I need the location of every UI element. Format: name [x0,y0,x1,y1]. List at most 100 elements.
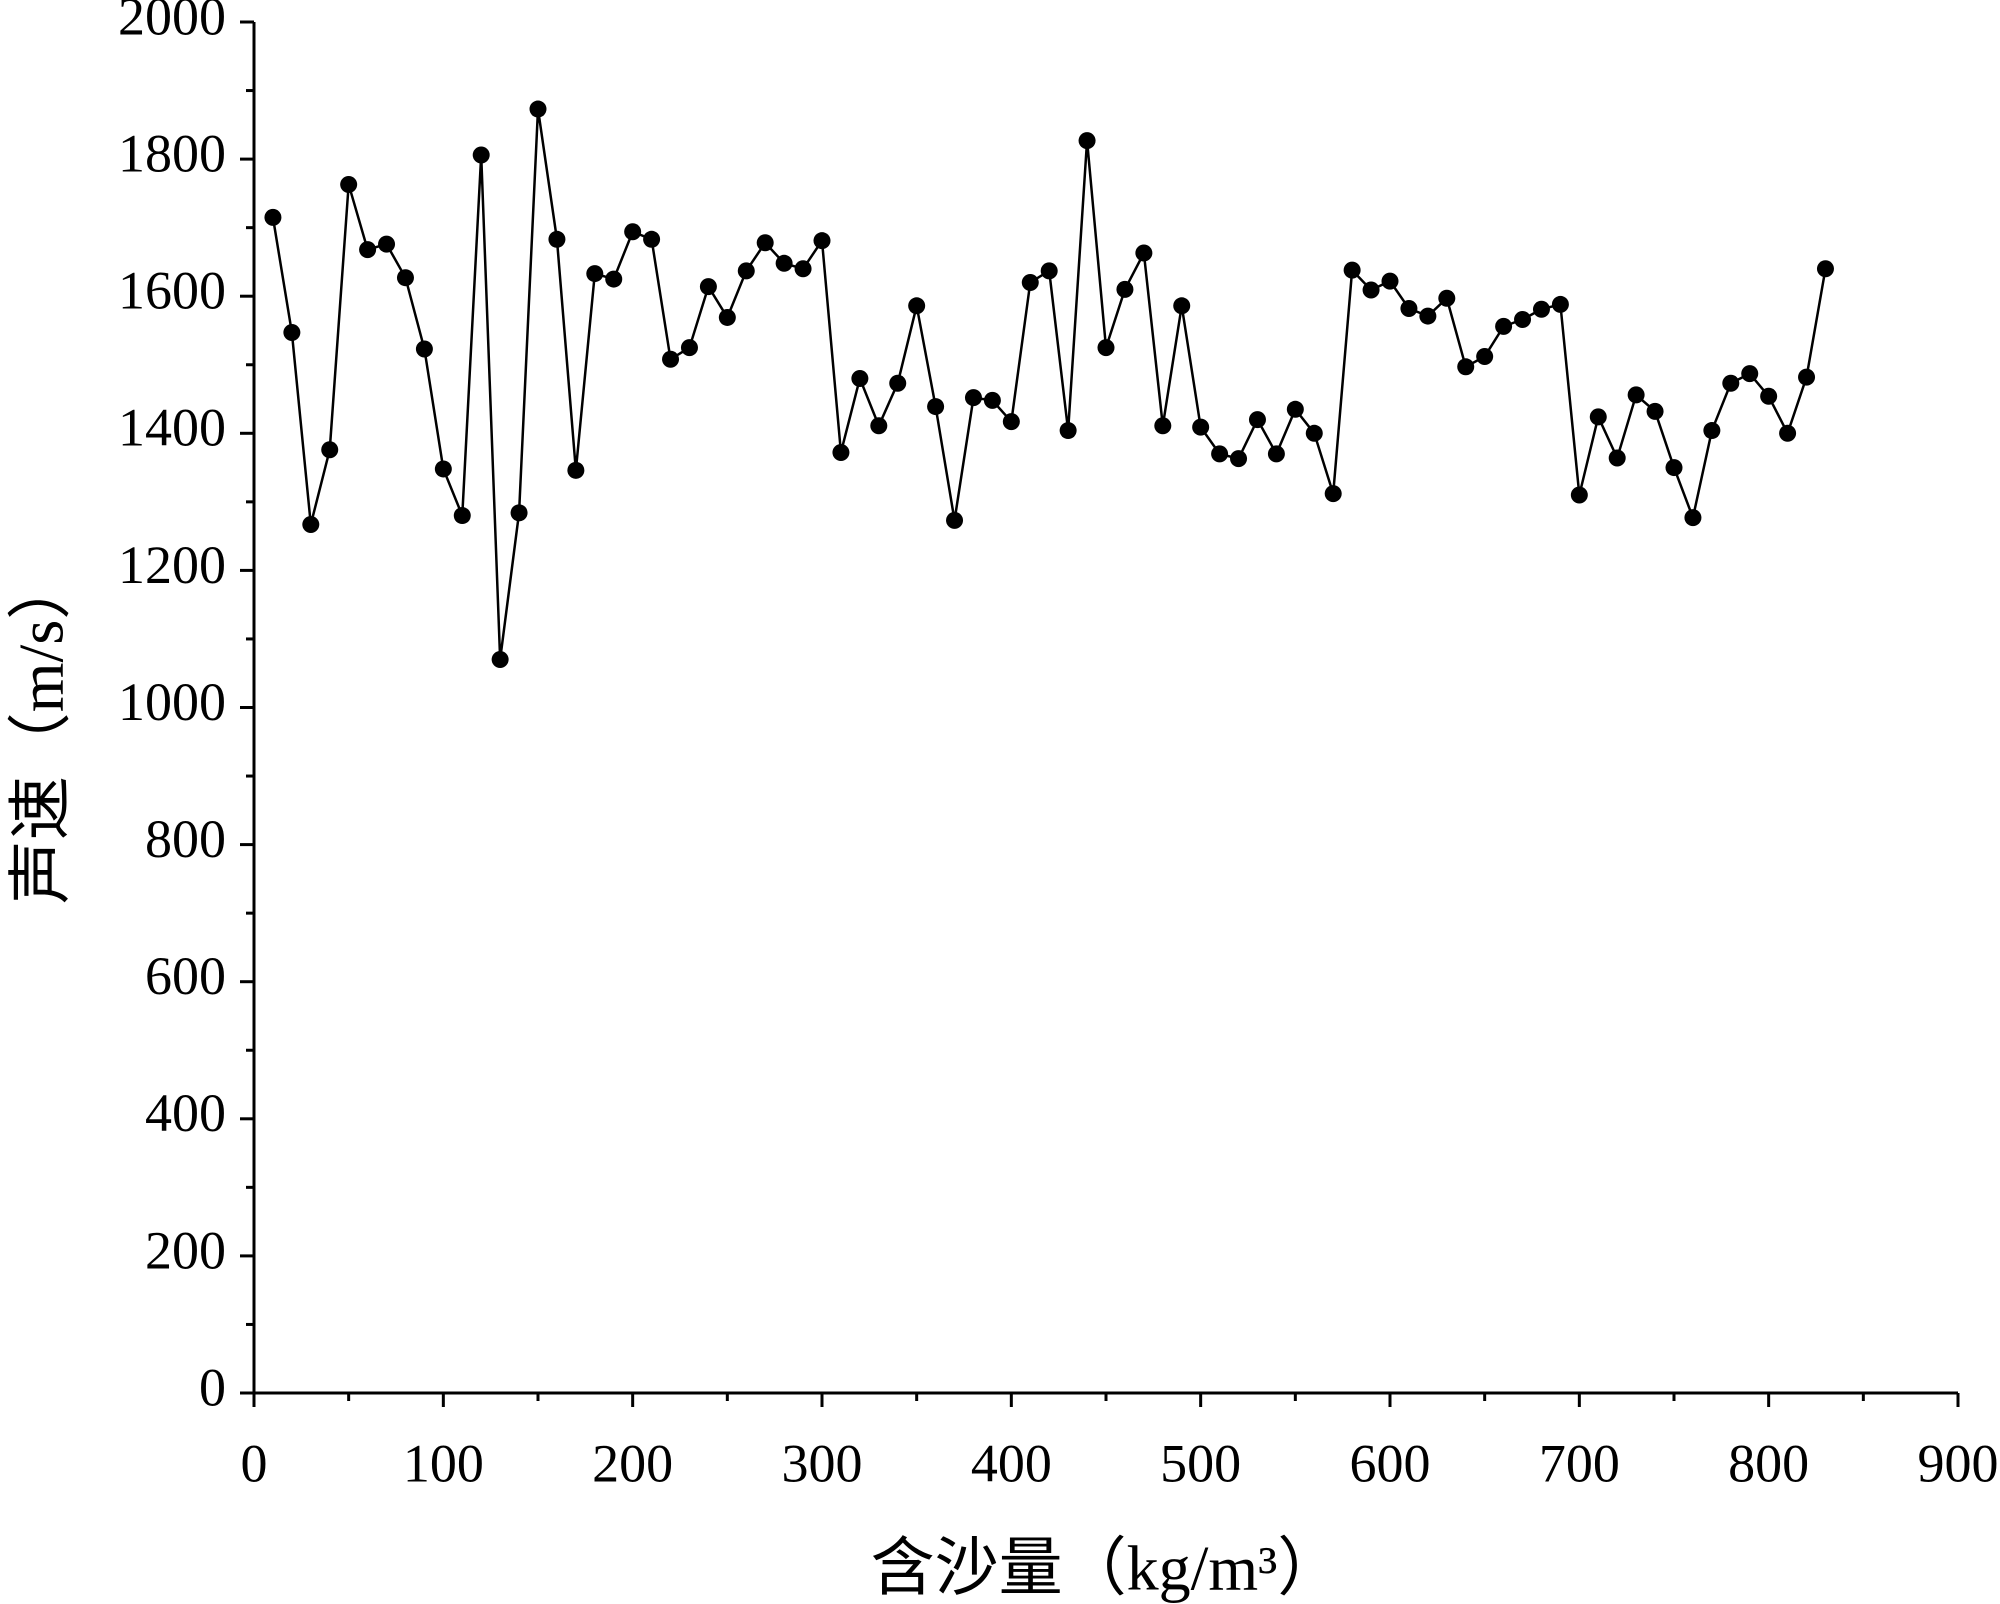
x-axis-label: 含沙量（kg/m³） [871,1533,1342,1604]
marker [1798,368,1816,386]
marker [1532,300,1550,318]
marker [775,254,793,272]
marker [1438,289,1456,307]
y-tick-label: 800 [145,809,226,869]
marker [1495,317,1513,335]
marker [699,278,717,296]
marker [813,232,831,250]
marker [1173,297,1191,315]
marker [548,230,566,248]
marker [1154,417,1172,435]
marker [302,515,320,533]
marker [321,441,339,459]
x-tick-label: 900 [1918,1433,1999,1493]
marker [1248,411,1266,429]
marker [1381,272,1399,290]
x-tick-label: 600 [1350,1433,1431,1493]
marker [1741,365,1759,383]
marker [1135,244,1153,262]
marker [1514,311,1532,329]
line [271,108,1827,660]
x-tick-label: 800 [1728,1433,1809,1493]
marker [964,389,982,407]
x-tick-label: 500 [1160,1433,1241,1493]
marker [283,324,301,342]
marker [567,461,585,479]
marker [396,269,414,287]
marker [889,374,907,392]
marker [1627,386,1645,404]
marker [643,230,661,248]
x-tick-label: 0 [241,1433,268,1493]
x-tick-label: 300 [782,1433,863,1493]
marker [1343,261,1361,279]
y-tick-label: 1800 [118,123,226,183]
marker [927,398,945,416]
y-tick-label: 200 [145,1220,226,1280]
y-tick-label: 1000 [118,672,226,732]
marker [1400,300,1418,318]
x-tick-label: 700 [1539,1433,1620,1493]
marker [718,308,736,326]
marker [510,504,528,522]
marker [1722,374,1740,392]
marker [851,369,869,387]
y-tick-label: 1200 [118,535,226,595]
marker [1457,358,1475,376]
marker [453,507,471,525]
x-tick-label: 400 [971,1433,1052,1493]
y-tick-label: 1400 [118,398,226,458]
marker [870,417,888,435]
marker [1230,450,1248,468]
x-tick-label: 100 [403,1433,484,1493]
marker [662,350,680,368]
y-axis-label: 声速（m/s） [6,556,77,904]
marker [946,511,964,529]
marker [624,223,642,241]
y-tick-label: 1600 [118,261,226,321]
marker [1684,509,1702,527]
marker [1779,424,1797,442]
marker [1816,260,1834,278]
marker [1097,339,1115,357]
marker [1760,387,1778,405]
marker [832,443,850,461]
marker [983,391,1001,409]
marker [1040,262,1058,280]
marker [491,651,509,669]
marker [1703,422,1721,440]
marker [586,265,604,283]
marker [908,297,926,315]
marker [1551,295,1569,313]
marker [680,339,698,357]
marker [1267,445,1285,463]
marker [340,175,358,193]
marker [1211,445,1229,463]
marker [1324,485,1342,503]
marker [1059,422,1077,440]
y-tick-label: 600 [145,946,226,1006]
marker [756,234,774,252]
marker [1570,486,1588,504]
marker [1646,402,1664,420]
marker [415,340,433,358]
marker [359,241,377,259]
marker [264,208,282,226]
marker [1078,132,1096,150]
marker [1476,348,1494,366]
marker [434,460,452,478]
marker [1116,280,1134,298]
x-tick-label: 200 [592,1433,673,1493]
marker [529,100,547,118]
marker [605,270,623,288]
y-tick-label: 2000 [118,0,226,46]
y-tick-label: 0 [199,1357,226,1417]
marker [737,262,755,280]
marker [1002,413,1020,431]
marker [1192,418,1210,436]
marker [1362,281,1380,299]
marker [1021,273,1039,291]
marker [1305,424,1323,442]
y-tick-label: 400 [145,1083,226,1143]
